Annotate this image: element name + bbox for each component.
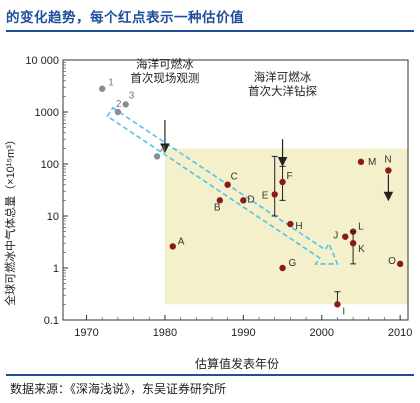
data-point-2	[114, 108, 122, 116]
point-label-4: 4	[160, 144, 166, 155]
point-label-i: I	[342, 306, 345, 317]
y-tick-label: 1000	[35, 107, 59, 119]
point-label-2: 2	[116, 99, 122, 110]
highlight-region	[164, 148, 408, 305]
y-tick-label: 1	[53, 263, 59, 275]
x-tick-label: 2000	[310, 327, 334, 339]
point-label-b: B	[214, 202, 221, 213]
trend-arrow	[106, 106, 339, 265]
data-point-f	[279, 178, 286, 186]
x-tick-label: 1970	[74, 327, 98, 339]
data-point-j	[342, 233, 349, 240]
point-label-o: O	[388, 256, 396, 267]
plot-frame	[62, 59, 409, 321]
data-point-o	[396, 260, 404, 268]
data-point-4	[153, 153, 161, 160]
point-label-k: K	[358, 244, 365, 255]
data-point-1	[99, 85, 106, 92]
point-label-f: F	[287, 171, 293, 182]
y-tick-label: 100	[41, 159, 59, 171]
point-label-a: A	[178, 236, 185, 247]
point-label-e: E	[262, 190, 269, 201]
bottom-divider	[6, 374, 414, 376]
x-tick-label: 1980	[153, 327, 177, 339]
point-label-g: G	[289, 258, 297, 269]
annotation-text: 海洋可燃冰	[136, 57, 194, 71]
data-point-a	[169, 243, 176, 250]
y-tick-label: 0.1	[44, 315, 59, 327]
point-label-l: L	[358, 222, 364, 233]
point-label-n: N	[384, 154, 391, 165]
y-tick-label: 10 000	[25, 55, 59, 67]
point-label-c: C	[231, 172, 238, 183]
data-point-n	[385, 167, 392, 174]
data-point-e	[271, 191, 278, 198]
point-label-j: J	[333, 231, 338, 242]
data-point-3	[122, 101, 129, 108]
data-point-k	[349, 239, 357, 247]
x-tick-label: 1990	[231, 327, 255, 339]
hydrate-estimates-chart: 0.1 1 10 100 1000 10 000 1970 1980 1990 2000 2010 海…	[3, 55, 412, 371]
source-note: 数据来源：《深海浅说》，东吴证券研究所	[10, 382, 227, 396]
data-point-b	[216, 197, 224, 204]
point-label-h: H	[295, 221, 302, 232]
data-point-m	[357, 158, 365, 166]
point-label-m: M	[368, 157, 376, 168]
x-tick-label: 2010	[388, 327, 412, 339]
point-label-1: 1	[108, 78, 114, 89]
data-point-i	[334, 301, 341, 308]
data-point-g	[279, 264, 286, 272]
point-label-d: D	[247, 194, 254, 205]
annotation-text: 海洋可燃冰	[254, 70, 312, 84]
top-divider	[6, 30, 414, 32]
annotation-text: 首次现场观测	[130, 71, 199, 85]
annotation-text: 首次大洋钻探	[248, 84, 317, 98]
data-point-h	[287, 220, 294, 228]
page-title: 的变化趋势，每个红点表示一种估价值	[6, 10, 244, 26]
x-axis-label: 估算值发表年份	[195, 356, 279, 371]
data-point-d	[240, 197, 247, 204]
y-axis-label: 全球可燃冰中气体总量（×10¹⁵m³）	[3, 134, 17, 306]
data-point-c	[224, 181, 231, 188]
y-tick-label: 10	[47, 211, 59, 223]
point-label-3: 3	[129, 90, 135, 101]
